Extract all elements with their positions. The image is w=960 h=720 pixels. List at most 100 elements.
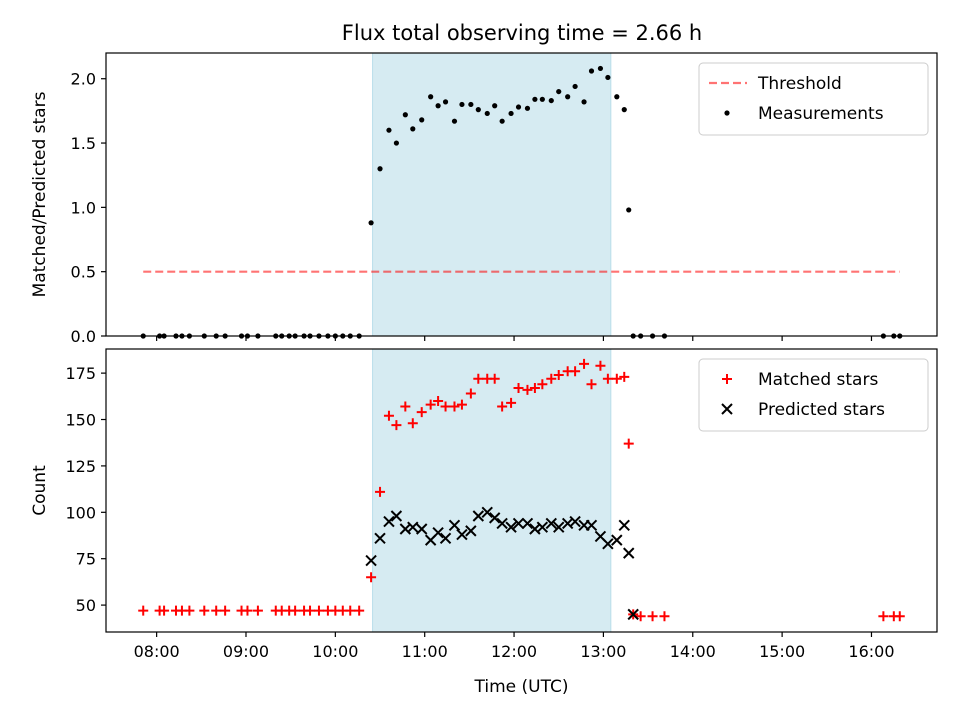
x-tick-label: 08:00 xyxy=(134,642,180,661)
data-point xyxy=(439,532,452,544)
data-point xyxy=(390,510,403,522)
legend-marker xyxy=(724,110,730,116)
data-point xyxy=(619,371,630,382)
y-tick-label: 150 xyxy=(65,411,96,430)
y-tick-label: 175 xyxy=(65,364,96,383)
data-point xyxy=(894,611,905,622)
x-tick-label: 15:00 xyxy=(759,642,805,661)
data-point xyxy=(138,605,149,616)
data-point xyxy=(459,101,465,108)
legend-label: Measurements xyxy=(758,104,884,124)
data-point xyxy=(377,166,383,172)
data-point xyxy=(375,486,386,497)
y-axis-label: Count xyxy=(30,465,50,516)
data-point xyxy=(435,103,441,109)
data-point xyxy=(410,126,416,132)
data-point xyxy=(524,105,531,111)
data-point xyxy=(199,605,210,616)
data-point xyxy=(635,611,646,622)
data-point xyxy=(537,379,548,390)
data-point xyxy=(588,68,595,74)
x-tick-label: 09:00 xyxy=(223,642,269,661)
data-point xyxy=(595,360,606,371)
data-point xyxy=(623,547,635,559)
data-point xyxy=(548,97,554,104)
data-point xyxy=(451,118,458,124)
data-point xyxy=(432,527,444,539)
y-tick-label: 0.0 xyxy=(71,327,96,346)
data-point xyxy=(393,140,400,146)
data-point xyxy=(473,373,484,384)
data-point xyxy=(878,611,889,622)
data-point xyxy=(428,94,434,100)
data-point xyxy=(626,207,632,213)
data-point xyxy=(448,519,461,532)
data-point xyxy=(581,99,587,105)
data-point xyxy=(570,366,581,377)
y-tick-label: 1.0 xyxy=(71,198,96,217)
data-point xyxy=(442,99,449,105)
data-point xyxy=(505,521,517,533)
x-tick-label: 12:00 xyxy=(491,642,537,661)
data-point xyxy=(496,517,508,530)
legend-label: Threshold xyxy=(757,74,842,94)
data-point xyxy=(553,521,565,533)
data-point xyxy=(597,65,604,72)
data-point xyxy=(546,373,557,384)
data-point xyxy=(572,83,578,90)
data-point xyxy=(614,94,620,100)
x-tick-label: 16:00 xyxy=(848,642,894,661)
legend-label: Predicted stars xyxy=(758,400,885,420)
data-point xyxy=(368,220,374,226)
data-point xyxy=(402,112,408,118)
axes-frame xyxy=(105,348,938,633)
data-point xyxy=(579,358,590,369)
data-point xyxy=(539,96,545,102)
data-point xyxy=(545,517,557,530)
data-point xyxy=(472,510,485,522)
data-point xyxy=(659,611,670,622)
data-point xyxy=(508,110,514,117)
data-point xyxy=(553,369,564,380)
data-point xyxy=(386,127,392,133)
data-point xyxy=(532,96,538,102)
data-point xyxy=(522,384,533,395)
data-point xyxy=(602,373,613,384)
data-point xyxy=(220,605,231,616)
data-point xyxy=(184,605,195,616)
data-point xyxy=(354,605,365,616)
data-point xyxy=(252,605,263,616)
data-point xyxy=(492,103,498,109)
data-point xyxy=(366,572,377,583)
y-axis-label: Matched/Predicted stars xyxy=(30,91,50,297)
series-matched-stars xyxy=(138,358,905,622)
data-point xyxy=(602,538,614,550)
legend-box xyxy=(698,358,929,432)
data-point xyxy=(621,107,627,113)
data-point xyxy=(400,401,411,412)
series-predicted-stars xyxy=(365,506,639,621)
data-point xyxy=(623,438,634,449)
data-point xyxy=(465,525,477,537)
data-point xyxy=(365,554,377,567)
y-tick-label: 0.5 xyxy=(71,263,96,282)
data-point xyxy=(433,395,444,406)
data-point xyxy=(416,407,427,418)
data-point xyxy=(586,379,597,390)
data-point xyxy=(647,611,658,622)
data-point xyxy=(536,521,549,533)
data-point xyxy=(425,399,436,410)
data-point xyxy=(468,101,474,108)
data-point xyxy=(489,373,500,384)
data-point xyxy=(159,605,170,616)
axes-frame xyxy=(105,52,938,337)
data-point xyxy=(374,532,386,544)
data-point xyxy=(569,515,581,528)
data-point xyxy=(440,401,451,412)
data-point xyxy=(242,605,253,616)
data-point xyxy=(391,420,402,431)
data-point xyxy=(618,519,630,532)
data-point xyxy=(512,517,525,530)
data-point xyxy=(521,517,534,530)
